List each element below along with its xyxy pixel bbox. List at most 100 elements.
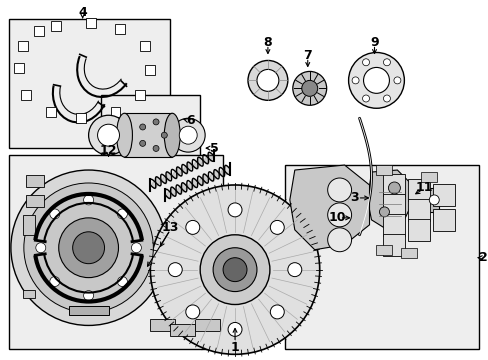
Circle shape bbox=[327, 228, 351, 252]
Circle shape bbox=[247, 60, 287, 100]
Circle shape bbox=[50, 276, 60, 287]
Circle shape bbox=[301, 80, 317, 96]
Text: 13: 13 bbox=[161, 221, 179, 234]
Circle shape bbox=[83, 195, 93, 205]
Circle shape bbox=[24, 183, 153, 312]
Bar bbox=[26, 195, 44, 207]
Bar bbox=[110, 107, 120, 117]
Bar bbox=[51, 21, 61, 31]
Bar bbox=[428, 188, 438, 212]
Text: 10: 10 bbox=[328, 211, 346, 224]
Circle shape bbox=[351, 77, 358, 84]
Bar bbox=[124, 113, 172, 157]
Bar bbox=[285, 165, 478, 349]
Circle shape bbox=[363, 67, 388, 93]
Text: 7: 7 bbox=[303, 49, 311, 62]
Circle shape bbox=[131, 243, 141, 253]
Circle shape bbox=[362, 95, 369, 102]
Text: 12: 12 bbox=[100, 144, 117, 157]
Bar bbox=[383, 234, 405, 256]
Bar bbox=[401, 248, 416, 258]
Circle shape bbox=[153, 119, 159, 125]
Ellipse shape bbox=[164, 113, 180, 157]
Circle shape bbox=[185, 305, 199, 319]
Circle shape bbox=[179, 126, 197, 144]
Circle shape bbox=[98, 124, 119, 146]
Text: 2: 2 bbox=[478, 251, 487, 264]
Circle shape bbox=[327, 178, 351, 202]
Circle shape bbox=[393, 77, 400, 84]
Bar bbox=[376, 245, 392, 255]
Bar bbox=[115, 24, 125, 33]
Text: 9: 9 bbox=[369, 36, 378, 49]
Bar bbox=[383, 174, 405, 196]
Bar bbox=[85, 18, 95, 28]
Bar bbox=[150, 319, 175, 332]
Circle shape bbox=[362, 59, 369, 66]
Text: 8: 8 bbox=[263, 36, 272, 49]
Text: 11: 11 bbox=[415, 181, 432, 194]
Circle shape bbox=[73, 232, 104, 264]
Circle shape bbox=[223, 258, 246, 282]
Bar bbox=[26, 175, 44, 187]
Bar bbox=[170, 324, 195, 336]
Circle shape bbox=[213, 248, 256, 292]
Circle shape bbox=[387, 182, 400, 194]
Circle shape bbox=[227, 323, 242, 336]
Bar bbox=[46, 107, 56, 117]
Bar bbox=[432, 209, 454, 231]
Circle shape bbox=[168, 263, 182, 276]
Bar bbox=[34, 26, 44, 36]
Bar bbox=[407, 179, 429, 201]
Circle shape bbox=[117, 209, 127, 219]
Polygon shape bbox=[289, 165, 369, 250]
Bar bbox=[76, 113, 85, 123]
Circle shape bbox=[379, 207, 388, 217]
Circle shape bbox=[185, 220, 199, 234]
Circle shape bbox=[227, 203, 242, 217]
Text: 6: 6 bbox=[185, 114, 194, 127]
Circle shape bbox=[287, 263, 301, 276]
Circle shape bbox=[140, 124, 145, 130]
Circle shape bbox=[153, 145, 159, 152]
Text: 1: 1 bbox=[230, 341, 239, 354]
Circle shape bbox=[383, 59, 389, 66]
Circle shape bbox=[150, 185, 319, 354]
Bar bbox=[9, 19, 170, 148]
Circle shape bbox=[327, 203, 351, 227]
Circle shape bbox=[200, 235, 269, 305]
Circle shape bbox=[161, 132, 167, 138]
Bar bbox=[421, 172, 436, 182]
Circle shape bbox=[117, 276, 127, 287]
Circle shape bbox=[36, 243, 46, 253]
Ellipse shape bbox=[116, 113, 132, 157]
Text: 5: 5 bbox=[209, 141, 218, 155]
Bar bbox=[23, 215, 35, 235]
Bar bbox=[195, 319, 220, 332]
Bar bbox=[383, 214, 405, 236]
Circle shape bbox=[256, 69, 278, 91]
Circle shape bbox=[50, 209, 60, 219]
Bar bbox=[23, 289, 35, 298]
Bar bbox=[145, 66, 155, 75]
Bar bbox=[432, 184, 454, 206]
Bar bbox=[376, 165, 392, 175]
Bar bbox=[14, 63, 24, 73]
Circle shape bbox=[140, 140, 145, 147]
Text: 3: 3 bbox=[349, 192, 358, 204]
Circle shape bbox=[348, 53, 404, 108]
Bar bbox=[9, 155, 223, 349]
Bar bbox=[407, 199, 429, 221]
Circle shape bbox=[292, 71, 326, 105]
Polygon shape bbox=[367, 170, 410, 230]
Circle shape bbox=[83, 291, 93, 301]
Bar bbox=[140, 41, 150, 50]
Bar bbox=[21, 90, 31, 100]
Text: 4: 4 bbox=[78, 6, 87, 19]
Bar bbox=[18, 41, 28, 50]
Bar bbox=[101, 95, 200, 175]
Circle shape bbox=[88, 115, 128, 155]
Circle shape bbox=[171, 118, 205, 152]
Bar bbox=[407, 219, 429, 241]
Bar bbox=[68, 306, 108, 315]
